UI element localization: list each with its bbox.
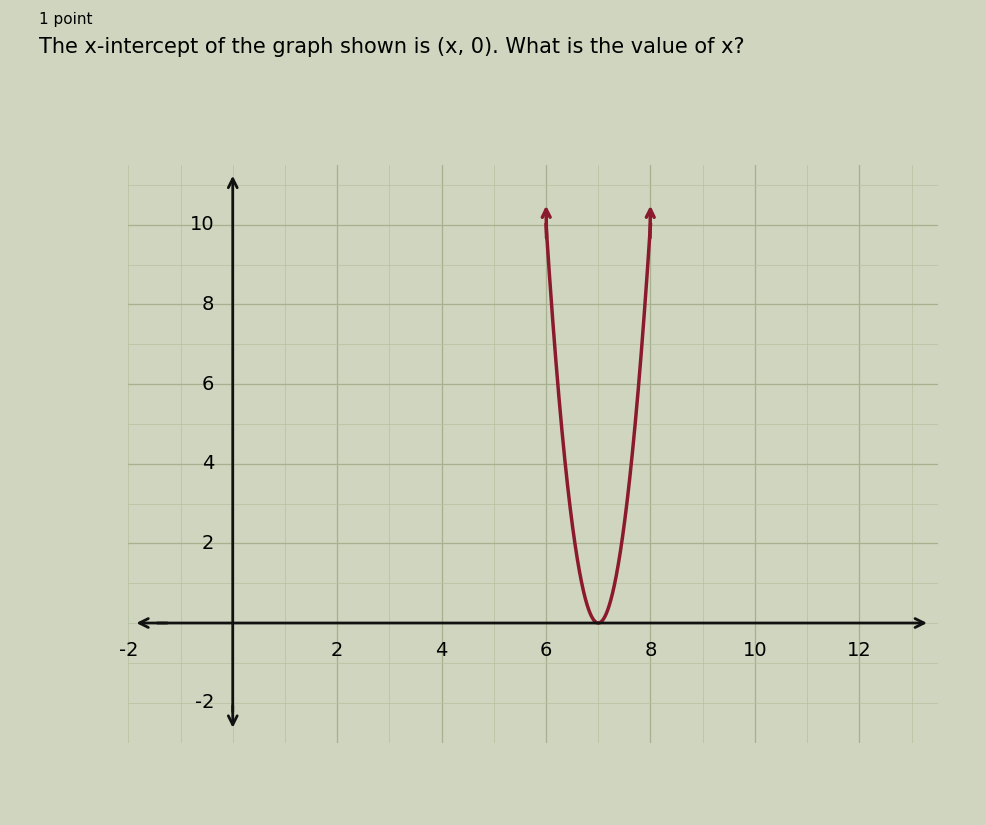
Text: 6: 6 xyxy=(202,375,214,394)
Text: 4: 4 xyxy=(435,641,448,660)
Text: 1 point: 1 point xyxy=(39,12,93,27)
Text: 8: 8 xyxy=(644,641,656,660)
Text: The x-intercept of the graph shown is (x, 0). What is the value of x?: The x-intercept of the graph shown is (x… xyxy=(39,37,744,57)
Text: 2: 2 xyxy=(330,641,343,660)
Text: -2: -2 xyxy=(118,641,138,660)
Text: -2: -2 xyxy=(195,693,214,712)
Text: 10: 10 xyxy=(741,641,766,660)
Text: 8: 8 xyxy=(202,295,214,314)
Text: 2: 2 xyxy=(202,534,214,553)
Text: 4: 4 xyxy=(202,455,214,474)
Text: 12: 12 xyxy=(846,641,871,660)
Text: 6: 6 xyxy=(539,641,551,660)
Text: 10: 10 xyxy=(189,215,214,234)
